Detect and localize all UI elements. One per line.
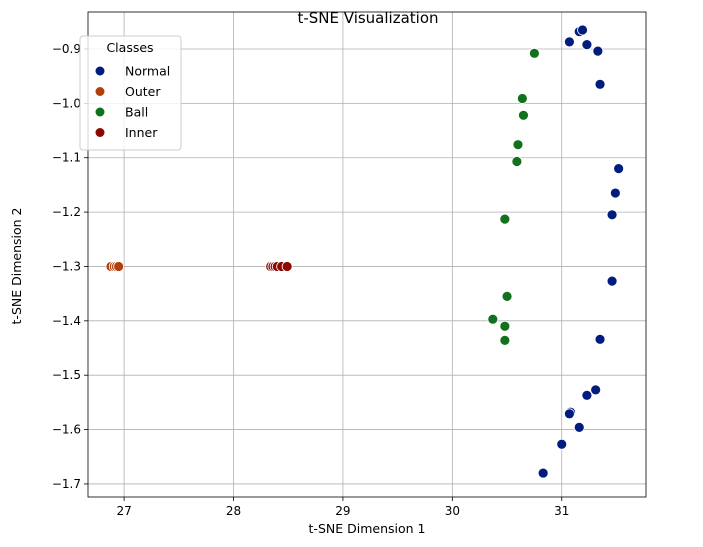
- data-point-normal: [537, 467, 549, 479]
- data-point-ball: [516, 93, 528, 104]
- data-point-normal: [564, 408, 575, 420]
- y-tick-label: −1.2: [52, 205, 81, 219]
- data-point-normal: [594, 78, 606, 90]
- data-point-normal: [613, 163, 625, 174]
- data-point-ball: [501, 290, 513, 302]
- y-tick-label: −1.4: [52, 314, 81, 328]
- y-axis-label: t-SNE Dimension 2: [9, 208, 24, 325]
- legend-marker-ball: [95, 107, 105, 117]
- legend-marker-inner: [95, 128, 105, 137]
- legend-label-normal: Normal: [125, 64, 170, 79]
- x-tick-label: 28: [226, 504, 241, 518]
- y-tick-label: −1.3: [52, 259, 81, 273]
- legend-box: [79, 35, 182, 151]
- y-tick-label: −1.6: [52, 423, 81, 437]
- data-point-ball: [518, 109, 529, 121]
- legend: Classes Normal Outer Ball Inner: [79, 35, 182, 151]
- data-point-normal: [609, 187, 621, 199]
- y-tick-label: −1.5: [52, 368, 81, 382]
- data-point-ball: [512, 139, 524, 151]
- plot-area-frame: [87, 11, 647, 498]
- data-point-inner: [281, 261, 293, 272]
- legend-label-inner: Inner: [125, 125, 158, 140]
- data-point-normal: [581, 389, 593, 401]
- y-tick-label: −1.0: [52, 96, 81, 110]
- data-point-ball: [499, 335, 511, 346]
- legend-title: Classes: [106, 40, 153, 55]
- x-tick-label: 31: [554, 504, 569, 518]
- legend-label-outer: Outer: [125, 84, 161, 99]
- chart-title: t-SNE Visualization: [297, 9, 438, 27]
- y-tick-label: −0.9: [52, 42, 81, 56]
- legend-marker-normal: [95, 66, 105, 76]
- data-point-ball: [511, 156, 523, 167]
- data-point-normal: [564, 36, 575, 48]
- y-tick-label: −1.7: [52, 477, 81, 491]
- axis-ticks: 27 28 29 30 31 −0.9 −1.0 −1.1 −1.2 −1.3 −1.4 −1.5 −1…: [52, 42, 570, 518]
- legend-label-ball: Ball: [125, 105, 148, 120]
- data-point-normal: [556, 438, 568, 450]
- x-tick-label: 29: [335, 504, 350, 518]
- legend-items: Normal Outer Ball Inner: [95, 64, 170, 140]
- data-point-outer: [113, 261, 125, 272]
- data-point-normal: [577, 24, 588, 36]
- data-point-normal: [606, 275, 618, 287]
- data-point-ball: [529, 47, 540, 59]
- data-point-ball: [499, 320, 511, 332]
- legend-marker-outer: [95, 87, 105, 96]
- data-point-normal: [590, 384, 602, 396]
- data-point-ball: [487, 313, 499, 325]
- x-tick-label: 30: [445, 504, 460, 518]
- x-axis-label: t-SNE Dimension 1: [309, 521, 426, 536]
- data-point-normal: [592, 45, 604, 57]
- data-point-normal: [594, 333, 606, 345]
- data-point-ball: [499, 213, 511, 225]
- grid: [88, 12, 646, 497]
- y-tick-label: −1.1: [52, 151, 81, 165]
- data-point-normal: [581, 39, 593, 51]
- data-points: [105, 24, 625, 479]
- x-tick-label: 27: [116, 504, 131, 518]
- data-point-normal: [606, 209, 618, 221]
- data-point-normal: [573, 422, 585, 433]
